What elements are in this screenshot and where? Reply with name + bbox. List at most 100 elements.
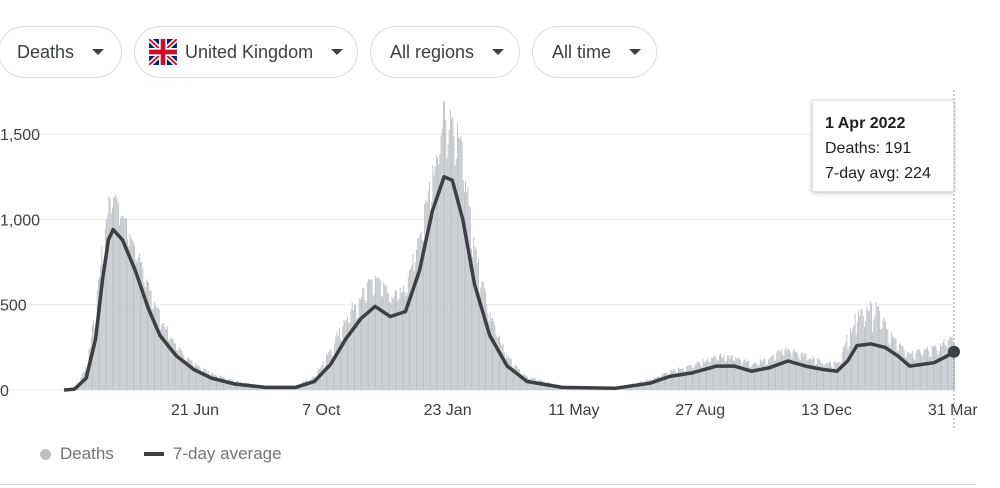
deaths-bar xyxy=(106,219,108,390)
deaths-bar xyxy=(223,377,224,390)
deaths-bar xyxy=(473,237,475,390)
deaths-bar xyxy=(865,321,867,390)
deaths-bar xyxy=(99,276,101,390)
deaths-bar xyxy=(896,350,898,390)
deaths-bar xyxy=(924,349,926,390)
deaths-bar xyxy=(910,353,912,390)
deaths-bar xyxy=(134,246,136,390)
deaths-bar xyxy=(323,367,325,390)
deaths-bar xyxy=(876,306,878,390)
deaths-bar xyxy=(872,332,874,390)
deaths-bar xyxy=(308,380,310,390)
y-tick-label: 500 xyxy=(0,298,27,315)
deaths-bar xyxy=(951,336,953,390)
deaths-bar xyxy=(686,366,688,390)
deaths-bar xyxy=(683,371,685,390)
deaths-bar xyxy=(655,377,657,390)
region-dropdown[interactable]: All regions xyxy=(370,26,520,78)
deaths-bar xyxy=(345,320,347,390)
deaths-bar xyxy=(765,364,767,390)
deaths-bar xyxy=(835,363,837,390)
deaths-bar xyxy=(704,361,706,390)
deaths-bar xyxy=(411,264,413,390)
deaths-bar xyxy=(787,348,789,390)
deaths-bar xyxy=(722,358,724,390)
deaths-bar xyxy=(812,355,814,390)
deaths-bar xyxy=(780,349,782,390)
deaths-bar xyxy=(445,119,447,390)
deaths-bar xyxy=(396,290,398,390)
deaths-bar xyxy=(883,317,885,390)
deaths-bar xyxy=(938,351,940,390)
deaths-bar xyxy=(696,362,698,390)
deaths-bar xyxy=(233,381,235,390)
deaths-bar xyxy=(879,310,881,390)
deaths-bar xyxy=(770,356,772,390)
deaths-bar xyxy=(430,210,431,390)
deaths-bar xyxy=(482,281,484,390)
deaths-bar xyxy=(481,280,483,390)
deaths-bar xyxy=(863,326,865,390)
deaths-bar xyxy=(801,352,803,390)
deaths-bar xyxy=(807,359,809,390)
deaths-bar xyxy=(366,281,368,390)
deaths-bar xyxy=(845,342,847,390)
deaths-bar xyxy=(182,353,184,390)
metric-dropdown-label: Deaths xyxy=(17,41,75,62)
deaths-bar xyxy=(906,357,907,390)
country-dropdown[interactable]: United Kingdom xyxy=(134,26,358,78)
tooltip-deaths: Deaths: 191 xyxy=(825,140,912,157)
deaths-bar xyxy=(489,312,491,390)
deaths-bar xyxy=(440,135,442,390)
deaths-bar xyxy=(917,350,919,390)
deaths-bar xyxy=(350,309,352,390)
deaths-bar xyxy=(708,362,710,390)
deaths-bar xyxy=(904,357,906,390)
deaths-bar xyxy=(110,212,112,390)
deaths-bar xyxy=(727,355,729,390)
deaths-bar xyxy=(212,373,214,390)
deaths-bar xyxy=(729,358,731,390)
deaths-bar xyxy=(717,360,719,390)
deaths-bar xyxy=(427,191,429,390)
deaths-bar xyxy=(478,258,479,390)
deaths-bar xyxy=(156,307,158,390)
deaths-bar xyxy=(536,380,538,390)
deaths-bar xyxy=(748,360,750,390)
period-dropdown[interactable]: All time xyxy=(532,26,657,78)
deaths-bar xyxy=(191,361,193,390)
y-tick-label: 0 xyxy=(0,383,9,400)
deaths-bar xyxy=(529,379,531,390)
deaths-bar xyxy=(873,320,875,390)
deaths-bar xyxy=(217,377,219,390)
deaths-bar xyxy=(675,372,677,390)
deaths-bar xyxy=(494,324,496,390)
deaths-bar xyxy=(185,361,187,390)
deaths-bar xyxy=(950,336,952,390)
deaths-bar xyxy=(758,364,760,390)
deaths-bar xyxy=(347,316,348,390)
deaths-bar xyxy=(856,322,858,390)
deaths-bar xyxy=(466,191,468,390)
deaths-bar xyxy=(231,380,233,390)
deaths-bar xyxy=(161,325,163,390)
deaths-bar xyxy=(179,348,181,390)
deaths-bar xyxy=(178,347,180,390)
deaths-chart[interactable]: 0 500 1,000 1,500 21 Jun 7 Oct 23 Jan 11 May 27… xyxy=(0,90,1000,430)
deaths-bar xyxy=(401,291,403,390)
deaths-bar xyxy=(384,284,386,390)
deaths-bar xyxy=(129,233,131,390)
deaths-bar xyxy=(414,262,416,390)
deaths-bar xyxy=(475,249,477,390)
deaths-bar xyxy=(136,262,138,390)
deaths-bar xyxy=(444,101,446,390)
chevron-down-icon xyxy=(92,49,105,55)
deaths-bar xyxy=(907,352,909,390)
deaths-bar xyxy=(747,360,748,390)
deaths-bar xyxy=(431,201,433,390)
y-tick-label: 1,500 xyxy=(0,127,40,144)
deaths-bar xyxy=(355,304,357,390)
deaths-bar xyxy=(499,336,500,390)
metric-dropdown[interactable]: Deaths xyxy=(0,26,122,78)
deaths-bar xyxy=(324,365,326,390)
